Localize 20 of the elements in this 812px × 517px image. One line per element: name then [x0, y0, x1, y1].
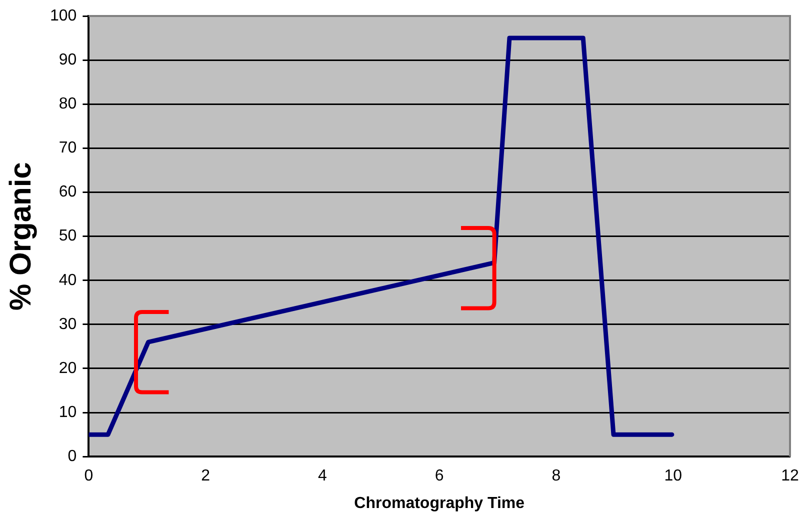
- x-tick-label: 2: [201, 468, 210, 485]
- y-tick-label: 90: [58, 51, 77, 68]
- y-tick-label: 70: [58, 140, 77, 157]
- x-tick-label: 4: [318, 468, 328, 485]
- x-tick-label: 0: [84, 468, 94, 485]
- y-tick-label: 30: [58, 316, 77, 333]
- y-tick-label: 20: [58, 360, 77, 377]
- y-tick-label: 80: [58, 96, 77, 113]
- y-tick-label: 50: [58, 228, 77, 245]
- x-tick-label: 10: [664, 468, 682, 485]
- y-tick-label: 100: [50, 7, 77, 24]
- y-tick-label: 0: [68, 448, 77, 466]
- y-tick-label: 40: [58, 272, 77, 289]
- y-tick-label: 60: [58, 184, 77, 201]
- x-axis-title: Chromatography Time: [354, 494, 525, 512]
- x-tick-label: 6: [434, 468, 444, 485]
- x-tick-label: 8: [552, 468, 561, 485]
- x-tick-label: 12: [781, 468, 799, 485]
- y-tick-label: 10: [58, 404, 77, 421]
- y-axis-title: % Organic: [4, 162, 38, 310]
